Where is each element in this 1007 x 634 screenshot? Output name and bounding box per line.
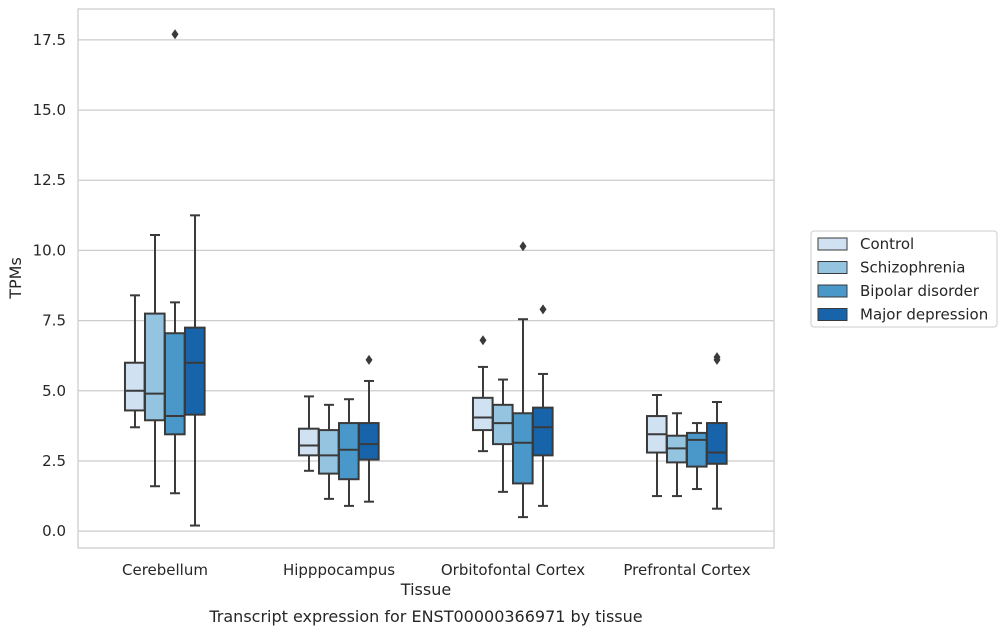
- y-tick-label: 2.5: [42, 452, 66, 470]
- box: [317, 429, 340, 475]
- box-group: [645, 394, 668, 498]
- y-tick-label: 15.0: [33, 101, 66, 119]
- legend-frame: [810, 230, 998, 328]
- box: [491, 403, 514, 446]
- box-group: [706, 352, 728, 510]
- box: [532, 406, 554, 457]
- legend-swatch: [817, 308, 848, 321]
- legend-swatch: [817, 284, 848, 298]
- y-tick-label: 10.0: [33, 241, 66, 259]
- legend: Control Schizophrenia Bipolar disorder Majo…: [810, 230, 998, 328]
- outlier-point: [365, 354, 373, 365]
- x-tick-labels: Cerebellum Hipppocampus Orbitofontal Corte…: [122, 561, 751, 579]
- x-axis-label: Tissue: [400, 580, 451, 599]
- box-group: [123, 294, 146, 429]
- boxes: [123, 29, 728, 527]
- outlier-point: [479, 335, 487, 346]
- legend-label: Control: [860, 235, 914, 253]
- box: [164, 332, 186, 436]
- y-tick-label: 12.5: [33, 171, 66, 189]
- outlier-point: [539, 304, 547, 315]
- box-group: [665, 412, 688, 498]
- box-group: [491, 378, 514, 493]
- box-group: [532, 304, 554, 507]
- outlier-point: [713, 352, 721, 363]
- y-axis-label: TPMs: [6, 257, 25, 300]
- box-group: [471, 335, 494, 453]
- y-tick-label: 7.5: [42, 312, 66, 330]
- plot-frame: [77, 8, 775, 549]
- box-group: [317, 403, 340, 500]
- y-tick-label: 17.5: [33, 31, 66, 49]
- y-tick-label: 0.0: [42, 522, 66, 540]
- x-tick-label: Prefrontal Cortex: [623, 561, 750, 579]
- box: [706, 422, 728, 465]
- box: [338, 422, 360, 481]
- box: [297, 427, 320, 457]
- box: [143, 312, 166, 422]
- box: [184, 326, 206, 416]
- outlier-point: [171, 29, 179, 40]
- x-tick-label: Hipppocampus: [283, 561, 395, 579]
- y-tick-label: 5.0: [42, 382, 66, 400]
- legend-swatch: [817, 261, 848, 274]
- x-tick-label: Orbitofontal Cortex: [441, 561, 585, 579]
- legend-swatch: [817, 237, 848, 251]
- box: [358, 422, 380, 461]
- box: [512, 412, 534, 485]
- legend-label: Major depression: [860, 306, 988, 324]
- box: [123, 361, 146, 412]
- y-tick-labels: 0.0 2.5 5.0 7.5 10.0 12.5 15.0 17.5: [33, 31, 66, 540]
- legend-label: Schizophrenia: [860, 259, 965, 277]
- box-group: [358, 354, 380, 503]
- plot-area: [78, 9, 774, 548]
- x-tick-label: Cerebellum: [122, 561, 208, 579]
- legend-label: Bipolar disorder: [860, 282, 980, 300]
- box-group: [184, 214, 206, 527]
- box-group: [143, 233, 166, 488]
- box: [686, 431, 708, 468]
- chart-caption: Transcript expression for ENST0000036697…: [208, 607, 642, 626]
- box: [471, 396, 494, 432]
- outlier-point: [519, 241, 527, 252]
